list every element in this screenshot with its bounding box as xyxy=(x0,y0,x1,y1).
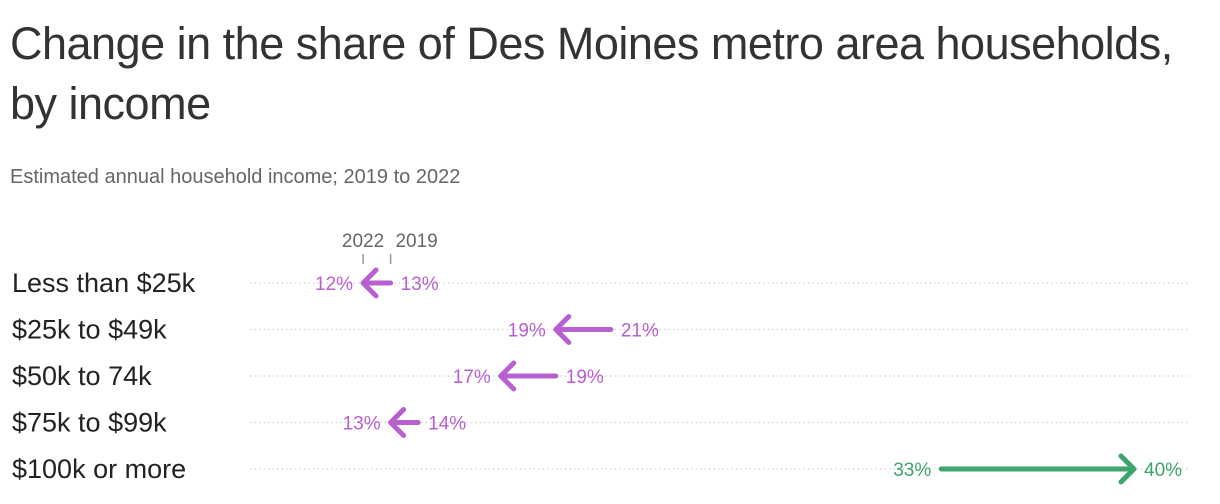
end-value-label: 19% xyxy=(508,321,546,342)
category-label: $25k to $49k xyxy=(12,315,167,345)
arrow-head xyxy=(498,360,517,392)
chart-subtitle: Estimated annual household income; 2019 … xyxy=(10,166,461,188)
arrow-head xyxy=(553,314,572,345)
header-label-end: 2022 xyxy=(342,231,384,252)
end-value-label: 13% xyxy=(343,414,381,435)
arrow-head xyxy=(1118,453,1137,485)
category-label: $50k to 74k xyxy=(12,361,152,391)
arrow-head xyxy=(388,407,407,438)
category-label: Less than $25k xyxy=(12,268,196,298)
start-value-label: 33% xyxy=(893,460,931,481)
chart-title: Change in the share of Des Moines metro … xyxy=(10,18,1173,129)
start-value-label: 19% xyxy=(566,367,604,388)
end-value-label: 17% xyxy=(453,367,491,388)
start-value-label: 21% xyxy=(621,321,659,342)
end-value-label: 40% xyxy=(1144,460,1182,481)
arrow-head xyxy=(360,267,379,299)
end-value-label: 12% xyxy=(315,274,353,295)
start-value-label: 13% xyxy=(401,274,439,295)
category-label: $100k or more xyxy=(12,454,186,484)
header-label-start: 2019 xyxy=(395,231,437,252)
start-value-label: 14% xyxy=(428,414,466,435)
category-label: $75k to $99k xyxy=(12,408,167,438)
